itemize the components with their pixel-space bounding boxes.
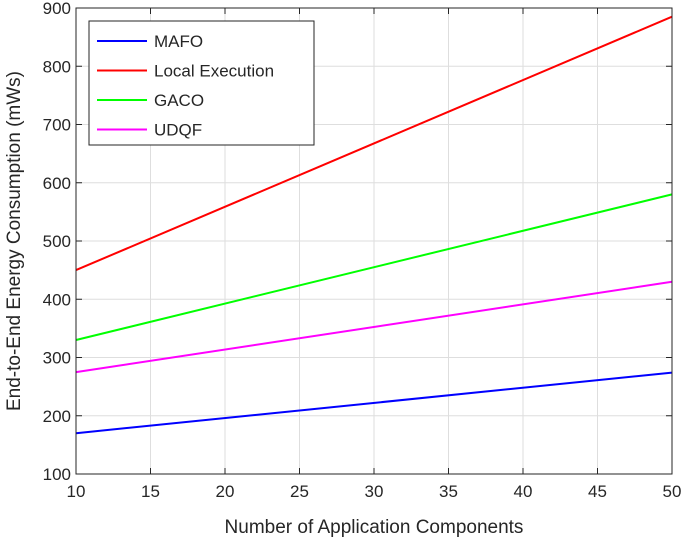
x-tick-label: 45 <box>588 482 607 501</box>
y-tick-label: 300 <box>43 349 71 368</box>
y-tick-label: 400 <box>43 290 71 309</box>
x-tick-label: 15 <box>141 482 160 501</box>
x-tick-label: 25 <box>290 482 309 501</box>
series-line-udqf <box>75 280 673 374</box>
y-tick-label: 100 <box>43 465 71 484</box>
y-tick-label: 800 <box>43 57 71 76</box>
series-line-mafo <box>75 371 673 435</box>
axis-ticks: 10 15 20 25 30 35 40 45 50 100 200 300 400 500 600 700 8… <box>43 0 682 501</box>
legend-label-udqf: UDQF <box>154 121 202 140</box>
x-tick-label: 20 <box>216 482 235 501</box>
legend-label-mafo: MAFO <box>154 32 203 51</box>
x-tick-label: 30 <box>365 482 384 501</box>
x-tick-label: 50 <box>663 482 682 501</box>
x-axis-label: Number of Application Components <box>225 517 524 538</box>
y-tick-label: 900 <box>43 0 71 18</box>
legend-label-local-execution: Local Execution <box>154 62 274 81</box>
series-line-gaco <box>75 193 673 341</box>
y-tick-label: 200 <box>43 407 71 426</box>
legend-label-gaco: GACO <box>154 91 204 110</box>
y-tick-label: 600 <box>43 174 71 193</box>
y-axis-label: End-to-End Energy Consumption (mWs) <box>4 71 25 411</box>
y-tick-label: 700 <box>43 116 71 135</box>
x-tick-label: 40 <box>514 482 533 501</box>
x-tick-label: 35 <box>439 482 458 501</box>
legend: MAFO Local Execution GACO UDQF <box>88 20 315 146</box>
series-line-local-execution <box>75 15 673 272</box>
series-lines <box>75 15 673 435</box>
x-tick-label: 10 <box>67 482 86 501</box>
y-tick-label: 500 <box>43 232 71 251</box>
